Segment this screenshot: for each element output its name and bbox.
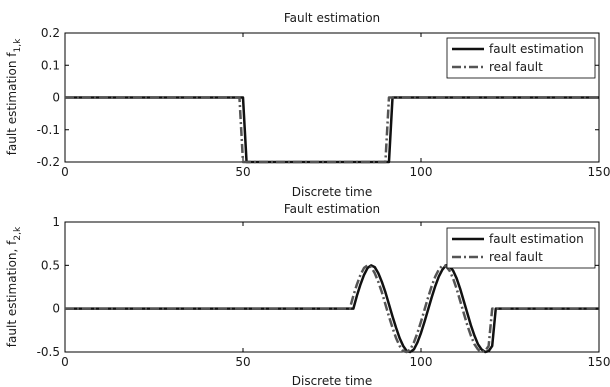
x-tick-label: 100 [410, 165, 433, 179]
y-tick-label: -0.2 [37, 155, 60, 169]
y-axis-label-subscript: 1,k [13, 38, 23, 53]
legend: fault estimation real fault [446, 37, 596, 79]
y-axis-label-subscript: 2,k [13, 226, 23, 241]
chart-title: Fault estimation [284, 202, 380, 216]
legend-label-real-fault: real fault [489, 250, 543, 264]
legend-label-fault-estimation: fault estimation [489, 232, 584, 246]
x-axis-label: Discrete time [292, 374, 373, 387]
series-lines [65, 264, 599, 354]
y-tick-label: 0.2 [41, 26, 60, 40]
x-axis: 0 50 100 150 [61, 33, 610, 179]
y-axis-label: fault estimation f1,k [5, 38, 23, 155]
y-tick-label: -0.1 [37, 123, 60, 137]
chart-fault-estimation-f1: Fault estimation 0 50 100 150 -0.2-0.100.10… [5, 11, 610, 199]
y-tick-label: 0 [52, 302, 60, 316]
y-axis: -0.5 0 0.5 1 [37, 215, 599, 359]
x-axis-label: Discrete time [292, 185, 373, 199]
x-tick-label: 50 [235, 165, 250, 179]
y-tick-label: 0.1 [41, 58, 60, 72]
y-tick-label: 1 [52, 215, 60, 229]
y-axis-label-main: fault estimation f [5, 52, 19, 156]
x-tick-label: 0 [61, 355, 69, 369]
x-tick-label: 150 [588, 165, 610, 179]
y-axis: -0.2 -0.1 0 0.1 0.2 [37, 26, 599, 169]
legend: fault estimation real fault [446, 227, 596, 269]
x-tick-label: 100 [410, 355, 433, 369]
legend-box [446, 37, 596, 79]
y-tick-label: 0.5 [41, 258, 60, 272]
x-axis: 0 50 100 150 [61, 222, 610, 369]
chart-fault-estimation-f2: Fault estimation 0 50 100 150 -0.500.51 Dis… [5, 202, 610, 387]
x-tick-label: 50 [235, 355, 250, 369]
series-line-fault-estimation [65, 264, 599, 354]
y-axis-label-main: fault estimation, f [5, 240, 19, 347]
x-tick-label: 150 [588, 355, 610, 369]
y-axis-label: fault estimation, f2,k [5, 226, 23, 347]
x-tick-label: 0 [61, 165, 69, 179]
y-tick-label: -0.5 [37, 345, 60, 359]
series-line-real-fault [65, 96, 599, 164]
legend-box [446, 227, 596, 269]
series-lines [65, 96, 599, 164]
chart-title: Fault estimation [284, 11, 380, 25]
legend-label-fault-estimation: fault estimation [489, 42, 584, 56]
y-tick-label: 0 [52, 91, 60, 105]
series-line-real-fault [65, 264, 599, 354]
legend-label-real-fault: real fault [489, 60, 543, 74]
